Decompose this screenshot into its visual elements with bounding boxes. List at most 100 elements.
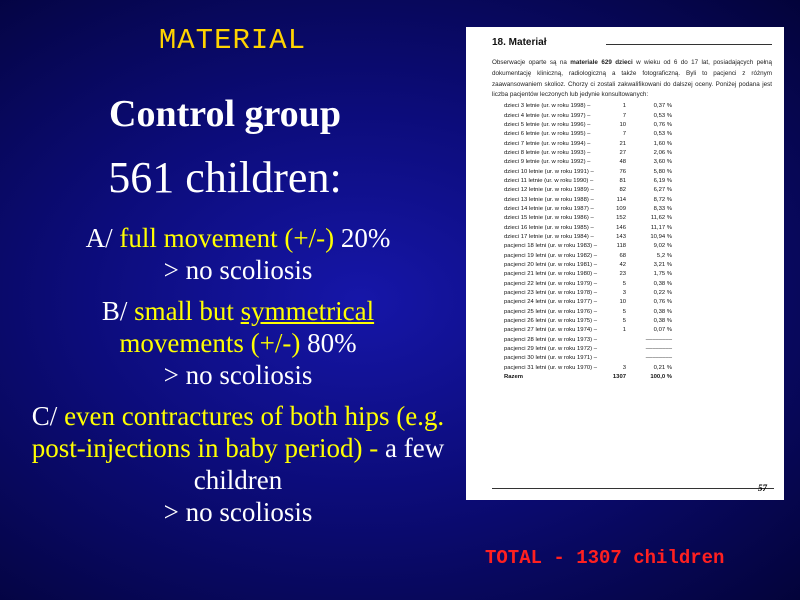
row-label: dzieci 11 letnie (ur. w roku 1990) – [504, 177, 594, 184]
row-count: 143 [616, 234, 626, 240]
row-percent: 3,21 % [653, 262, 672, 269]
row-percent: 5,2 % [656, 252, 672, 259]
row-percent: 0,53 % [653, 112, 672, 119]
row-percent: 0,07 % [653, 327, 672, 334]
table-row: dzieci 6 letnie (ur. w roku 1995) – 7 0,53… [504, 130, 772, 139]
row-percent: 10,94 % [650, 234, 672, 240]
table-row: dzieci 7 letnie (ur. w roku 1994) – 21 1,6… [504, 140, 772, 149]
category-c-result: > no scoliosis [163, 497, 313, 527]
row-percent: 6,27 % [653, 187, 672, 194]
row-label: pacjenci 25 letni (ur. w roku 1976) – [504, 308, 597, 315]
slide-subtitle: Control group [109, 93, 341, 135]
row-label: dzieci 12 letnie (ur. w roku 1989) – [504, 187, 594, 194]
row-percent: 11,17 % [650, 224, 672, 231]
row-percent: 3,60 % [653, 159, 672, 166]
row-label: pacjenci 29 letni (ur. w roku 1972) – [504, 346, 597, 353]
row-label: pacjenci 21 letni (ur. w roku 1980) – [504, 271, 597, 278]
row-count: 81 [619, 177, 626, 184]
paragraph-intro: Obserwacje oparte są na [492, 59, 571, 66]
row-count: 3 [622, 364, 626, 371]
row-count: 10 [619, 299, 626, 306]
table-row: dzieci 14 letnie (ur. w roku 1987) – 109 8… [504, 205, 772, 214]
table-row: dzieci 3 letnie (ur. w roku 1998) – 1 0,37… [504, 102, 772, 111]
table-row: dzieci 11 letnie (ur. w roku 1990) – 81 6,… [504, 177, 772, 186]
row-count: 82 [619, 187, 626, 194]
table-row: pacjenci 22 letni (ur. w roku 1979) – 5 0,… [504, 280, 772, 289]
category-c-text: even contractures of both hips (e.g. pos… [31, 401, 445, 463]
row-percent: 0,38 % [653, 280, 672, 287]
category-b-text-2: movements (+/-) [119, 328, 301, 358]
row-count: 114 [616, 196, 626, 203]
table-row: pacjenci 31 letni (ur. w roku 1970) – 3 0,… [504, 364, 772, 373]
row-count: 3 [622, 290, 626, 297]
total-children: TOTAL - 1307 children [485, 547, 725, 569]
category-b-text: small but [134, 296, 234, 326]
row-label: dzieci 15 letnie (ur. w roku 1986) – [504, 215, 594, 222]
total-count: 1307 [612, 374, 626, 381]
row-count: 5 [622, 318, 626, 325]
row-count: 23 [619, 271, 626, 278]
row-count: 7 [622, 131, 626, 138]
row-count: 1 [622, 327, 626, 334]
table-row: dzieci 8 letnie (ur. w roku 1993) – 27 2,0… [504, 149, 772, 158]
row-count: 146 [616, 224, 626, 231]
row-label: dzieci 13 letnie (ur. w roku 1988) – [504, 196, 594, 203]
row-count: 10 [619, 121, 626, 128]
table-row: pacjenci 23 letni (ur. w roku 1978) – 3 0,… [504, 289, 772, 298]
row-count [604, 336, 626, 345]
table-row: dzieci 10 letnie (ur. w roku 1991) – 76 5,… [504, 168, 772, 177]
table-row: pacjenci 21 letni (ur. w roku 1980) – 23 1… [504, 270, 772, 279]
category-c: C/ even contractures of both hips (e.g. … [18, 400, 458, 528]
row-count: 21 [619, 140, 626, 147]
total-percent: 100,0 % [650, 374, 672, 381]
row-count: 76 [619, 168, 626, 175]
row-label: pacjenci 30 letni (ur. w roku 1971) – [504, 355, 597, 362]
slide-title: MATERIAL [158, 24, 307, 57]
category-b: B/ small but symmetrical movements (+/-)… [18, 295, 458, 391]
row-percent: 11,62 % [650, 215, 672, 222]
paragraph-bold: materiale 629 dzieci [570, 59, 633, 66]
document-heading: 18. Materiał [492, 37, 547, 48]
row-percent: 5,80 % [653, 168, 672, 175]
category-b-letter: B/ [101, 296, 128, 326]
document-paragraph: Obserwacje oparte są na materiale 629 dz… [492, 58, 772, 101]
table-row: dzieci 16 letnie (ur. w roku 1985) – 146 1… [504, 224, 772, 233]
row-percent: 6,19 % [653, 177, 672, 184]
footer-rule [492, 488, 774, 489]
row-percent: 1,75 % [653, 271, 672, 278]
table-row: dzieci 4 letnie (ur. w roku 1997) – 7 0,53… [504, 112, 772, 121]
table-row: dzieci 13 letnie (ur. w roku 1988) – 114 8… [504, 196, 772, 205]
row-count: 5 [622, 280, 626, 287]
table-row: pacjenci 27 letni (ur. w roku 1974) – 1 0,… [504, 326, 772, 335]
row-count: 5 [622, 308, 626, 315]
table-row: dzieci 5 letnie (ur. w roku 1996) – 10 0,7… [504, 121, 772, 130]
row-label: dzieci 8 letnie (ur. w roku 1993) – [504, 149, 591, 156]
row-percent: 0,76 % [653, 299, 672, 306]
category-c-letter: C/ [31, 401, 58, 431]
row-label: dzieci 3 letnie (ur. w roku 1998) – [504, 103, 591, 110]
category-a-percent: 20% [340, 223, 391, 253]
category-list: A/ full movement (+/-) 20% > no scoliosi… [18, 222, 458, 537]
row-percent: 8,33 % [653, 205, 672, 212]
row-label: dzieci 4 letnie (ur. w roku 1997) – [504, 112, 591, 119]
row-percent: –––––––– [645, 336, 672, 343]
category-b-underlined: symmetrical [240, 296, 375, 326]
row-count: 109 [616, 205, 626, 212]
category-b-percent: 80% [307, 328, 357, 358]
row-percent: 0,38 % [653, 318, 672, 325]
total-label: Razem [504, 374, 523, 381]
row-count: 152 [616, 215, 626, 222]
children-count: 561 children: [108, 153, 342, 202]
row-count: 7 [622, 112, 626, 119]
row-label: pacjenci 23 letni (ur. w roku 1978) – [504, 290, 597, 297]
row-count: 68 [619, 252, 626, 259]
table-row: dzieci 12 letnie (ur. w roku 1989) – 82 6,… [504, 186, 772, 195]
row-label: pacjenci 31 letni (ur. w roku 1970) – [504, 364, 597, 371]
category-a-text: full movement (+/-) [119, 223, 335, 253]
table-row: pacjenci 24 letni (ur. w roku 1977) – 10 0… [504, 298, 772, 307]
table-row: pacjenci 25 letni (ur. w roku 1976) – 5 0,… [504, 308, 772, 317]
table-row: dzieci 9 letnie (ur. w roku 1992) – 48 3,6… [504, 158, 772, 167]
page-number: 57 [758, 483, 767, 493]
row-count: 48 [619, 159, 626, 166]
header-rule [606, 44, 772, 45]
